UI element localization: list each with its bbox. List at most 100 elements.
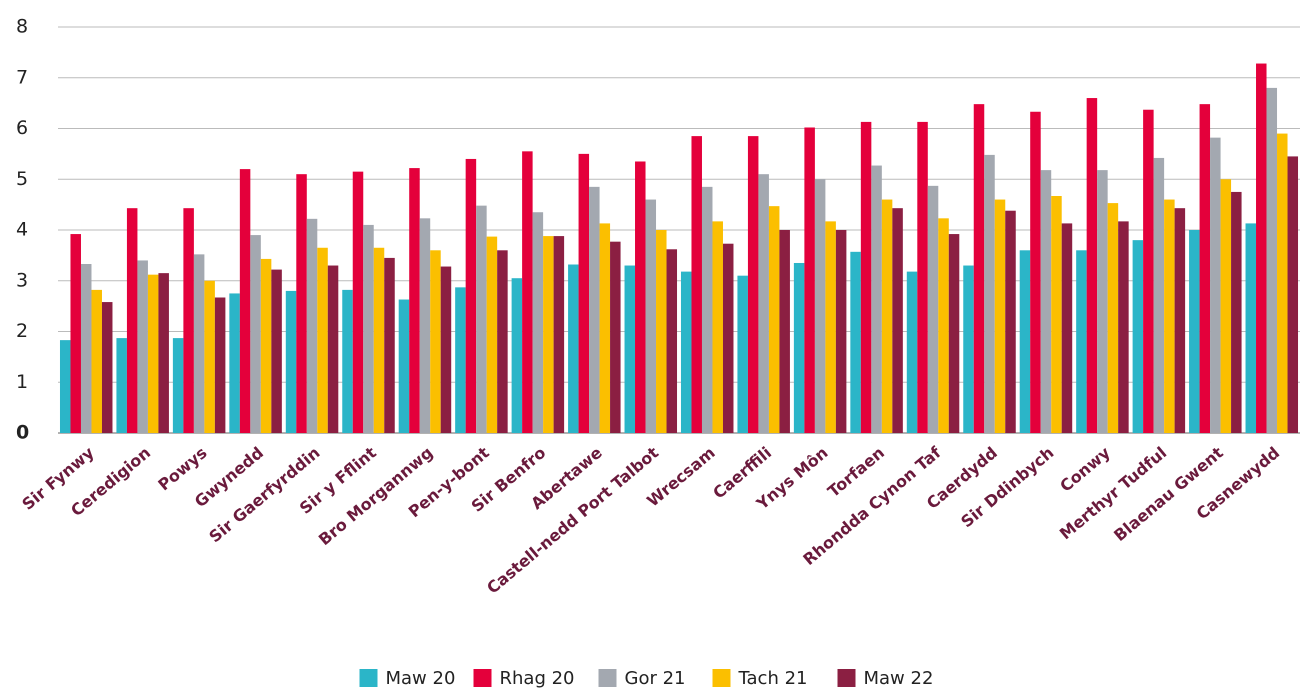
bar — [1256, 63, 1267, 433]
bar — [1189, 230, 1200, 433]
bar — [1287, 156, 1299, 433]
bar — [398, 299, 410, 433]
bar — [881, 199, 893, 433]
bar — [1143, 109, 1154, 433]
bar — [568, 264, 579, 433]
bar — [476, 205, 487, 433]
bar — [158, 273, 169, 433]
bar — [1153, 157, 1165, 433]
bar — [229, 293, 240, 433]
bar — [1076, 250, 1087, 433]
y-tick-label: 6 — [16, 117, 28, 139]
bar — [250, 235, 261, 433]
bar — [1005, 210, 1016, 433]
bar — [624, 265, 636, 433]
bar — [938, 218, 949, 433]
bar — [963, 265, 974, 433]
bar — [1210, 137, 1221, 433]
bar — [239, 169, 251, 433]
bar — [419, 218, 431, 433]
bar — [589, 186, 600, 433]
legend-swatch — [598, 669, 617, 687]
bar — [204, 280, 215, 433]
bar — [363, 224, 374, 433]
bar — [578, 153, 590, 433]
bar — [1086, 98, 1098, 434]
bar — [511, 278, 523, 433]
bar — [532, 212, 544, 433]
bar — [758, 174, 769, 434]
bar — [116, 338, 127, 433]
bar — [656, 230, 667, 433]
bar — [306, 218, 318, 433]
bar — [440, 266, 452, 433]
bar — [779, 230, 790, 433]
bar — [835, 230, 847, 433]
bar — [352, 171, 364, 433]
bar — [737, 275, 748, 433]
bar — [543, 236, 554, 433]
y-tick-label: 0 — [16, 422, 29, 444]
bar — [973, 104, 985, 433]
bar — [486, 236, 498, 433]
bar — [691, 136, 702, 434]
y-tick-label: 2 — [16, 320, 28, 342]
bar — [747, 136, 759, 434]
bar — [871, 165, 882, 434]
legend-label: Maw 20 — [386, 668, 456, 689]
legend-label: Rhag 20 — [500, 668, 575, 689]
bar — [666, 249, 678, 433]
bar — [172, 338, 184, 433]
bar — [260, 258, 272, 433]
bar — [892, 208, 903, 433]
bar — [465, 158, 477, 433]
bar — [804, 127, 815, 434]
y-tick-label: 4 — [16, 219, 28, 241]
y-tick-label: 3 — [16, 269, 28, 291]
bar — [296, 174, 307, 434]
bar — [825, 221, 836, 433]
bar — [455, 287, 466, 433]
bar — [1107, 203, 1119, 433]
bar — [70, 234, 81, 433]
bar — [793, 262, 805, 433]
bar — [701, 186, 713, 433]
bar — [814, 179, 826, 433]
bar — [214, 297, 226, 433]
bar — [927, 185, 939, 433]
bar — [1164, 199, 1175, 433]
bar — [285, 290, 297, 433]
bar — [271, 269, 282, 433]
bar — [1245, 223, 1257, 433]
bar — [680, 271, 692, 433]
bar — [1266, 87, 1278, 434]
bar — [948, 234, 960, 433]
bar — [610, 241, 621, 433]
bar — [1030, 111, 1041, 433]
y-tick-label: 5 — [16, 168, 28, 190]
y-tick-label: 7 — [16, 66, 28, 88]
bar — [183, 208, 194, 433]
bar — [917, 121, 928, 433]
bar — [430, 250, 441, 433]
bar — [1097, 170, 1108, 434]
bar — [635, 161, 646, 434]
bar — [327, 265, 339, 433]
bar — [137, 260, 148, 433]
bar — [994, 199, 1006, 433]
bar — [850, 251, 861, 433]
bar — [193, 254, 205, 433]
bar — [126, 208, 138, 433]
legend-swatch — [473, 669, 492, 687]
legend-swatch — [712, 669, 731, 687]
bar — [599, 223, 611, 433]
bar — [147, 274, 159, 433]
legend-label: Maw 22 — [864, 668, 934, 689]
bar — [860, 121, 872, 433]
bar — [1051, 195, 1062, 433]
bar — [1174, 208, 1186, 433]
bar — [1231, 191, 1242, 433]
bar — [1118, 221, 1129, 433]
bar — [906, 271, 918, 433]
